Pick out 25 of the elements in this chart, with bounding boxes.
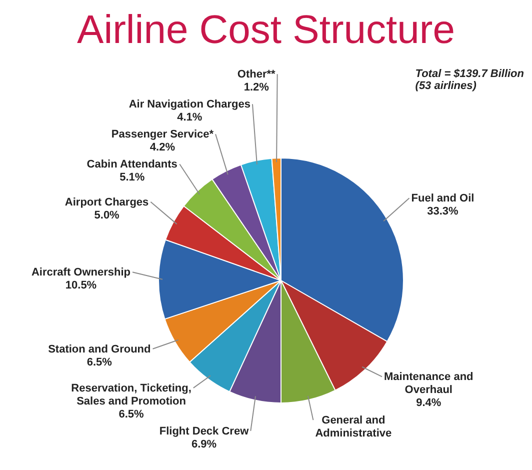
slice-label: Passenger Service*	[111, 128, 214, 141]
data-label: 6.5%	[118, 408, 144, 420]
data-label: 33.3%	[427, 206, 459, 218]
data-label: 5.0%	[94, 209, 120, 222]
slice-label: Flight Deck Crew	[159, 425, 250, 438]
data-label: 9.4%	[416, 397, 442, 410]
slice-label: Fuel and Oil	[411, 192, 474, 205]
data-label: 4.2%	[150, 142, 176, 154]
data-label: 4.1%	[177, 112, 202, 124]
text: Total = $139.7 Billion (53 airlines)	[415, 68, 524, 92]
data-label: 5.1%	[120, 172, 145, 184]
slice-label: Airport Charges	[64, 196, 149, 208]
data-label: 6.5%	[86, 356, 112, 368]
slice-label: Cabin Attendants	[86, 158, 178, 171]
data-label: 6.9%	[191, 438, 217, 450]
slice-label: Reservation, Ticketing, Sales and Promotion	[71, 382, 192, 408]
slice-label: Station and Ground	[48, 343, 151, 356]
slice-label: Air Navigation Charges	[128, 98, 250, 111]
data-label: 1.2%	[244, 82, 270, 94]
slice-label: Maintenance and Overhaul	[384, 371, 474, 396]
slice-label: General and Administrative	[315, 414, 392, 440]
slice-label: Other**	[237, 68, 276, 81]
data-label: 10.5%	[65, 280, 97, 292]
chart-title: Airline Cost Structure	[76, 8, 456, 54]
slice-label: Aircraft Ownership	[31, 266, 131, 279]
